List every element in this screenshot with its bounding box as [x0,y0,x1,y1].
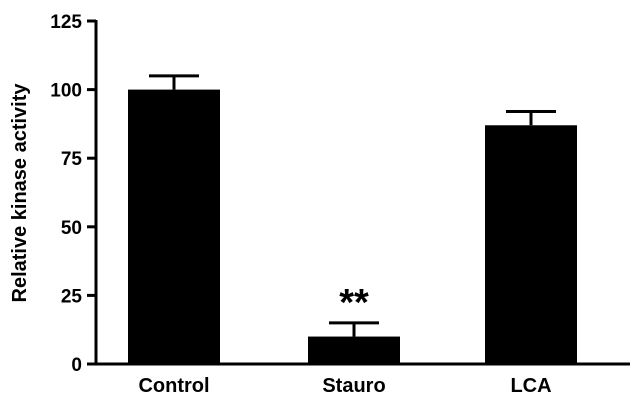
x-tick-label-stauro: Stauro [322,375,385,397]
bar-stauro [308,336,400,364]
x-tick-label-control: Control [138,375,209,397]
y-tick-label: 25 [61,286,83,307]
bar-lca [485,125,577,364]
x-tick-label-lca: LCA [510,375,551,397]
y-tick-label: 75 [61,149,83,170]
y-tick-label: 100 [50,81,82,102]
y-tick-label: 50 [61,218,82,239]
significance-annotation: ** [339,282,369,324]
y-tick-label: 0 [71,355,82,376]
y-axis-ticks: 0 25 50 75 100 125 [50,12,96,376]
bars [128,89,577,364]
x-axis-labels: Control Stauro LCA [138,375,551,397]
y-axis-title: Relative kinase activity [9,83,31,303]
y-tick-label: 125 [50,12,82,33]
bar-control [128,89,220,364]
error-bars [149,74,556,337]
annotations: ** [339,282,369,324]
